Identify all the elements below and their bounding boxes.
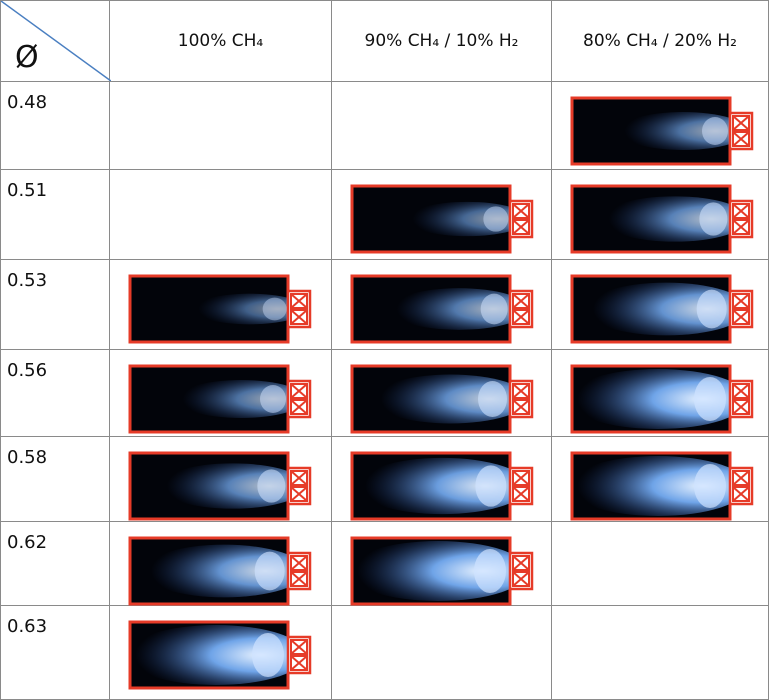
flame-image	[128, 536, 318, 610]
image-cell	[332, 260, 552, 350]
page: Ø 100% CH₄90% CH₄ / 10% H₂80% CH₄ / 20% …	[0, 0, 769, 679]
image-cell	[552, 437, 769, 522]
image-cell	[552, 260, 769, 350]
phi-label: 0.62	[0, 522, 110, 606]
image-cell	[552, 522, 769, 606]
image-cell	[110, 437, 332, 522]
flame-image	[350, 451, 540, 525]
image-cell	[332, 606, 552, 700]
flame-image	[570, 364, 760, 438]
corner-cell: Ø	[0, 0, 110, 82]
flame-image	[128, 620, 318, 694]
flame-image	[350, 364, 540, 438]
image-cell	[110, 350, 332, 437]
image-cell	[332, 437, 552, 522]
phi-label: 0.63	[0, 606, 110, 700]
image-cell	[332, 82, 552, 170]
image-cell	[110, 170, 332, 260]
flame-image	[570, 184, 760, 258]
flame-image	[570, 96, 760, 170]
flame-image	[350, 184, 540, 258]
image-cell	[332, 350, 552, 437]
flame-image	[350, 536, 540, 610]
phi-label: 0.53	[0, 260, 110, 350]
flame-image	[350, 274, 540, 348]
column-header: 100% CH₄	[110, 0, 332, 82]
phi-label: 0.48	[0, 82, 110, 170]
flame-image	[570, 274, 760, 348]
corner-label: Ø	[15, 40, 39, 75]
image-cell	[552, 606, 769, 700]
image-cell	[552, 350, 769, 437]
column-header: 90% CH₄ / 10% H₂	[332, 0, 552, 82]
image-cell	[110, 260, 332, 350]
image-cell	[332, 522, 552, 606]
flame-table: Ø 100% CH₄90% CH₄ / 10% H₂80% CH₄ / 20% …	[0, 0, 769, 679]
phi-label: 0.58	[0, 437, 110, 522]
image-cell	[110, 82, 332, 170]
flame-image	[570, 451, 760, 525]
column-header: 80% CH₄ / 20% H₂	[552, 0, 769, 82]
flame-image	[128, 451, 318, 525]
image-cell	[110, 522, 332, 606]
image-cell	[110, 606, 332, 700]
image-cell	[332, 170, 552, 260]
image-cell	[552, 82, 769, 170]
image-cell	[552, 170, 769, 260]
phi-label: 0.51	[0, 170, 110, 260]
phi-label: 0.56	[0, 350, 110, 437]
flame-image	[128, 364, 318, 438]
flame-image	[128, 274, 318, 348]
